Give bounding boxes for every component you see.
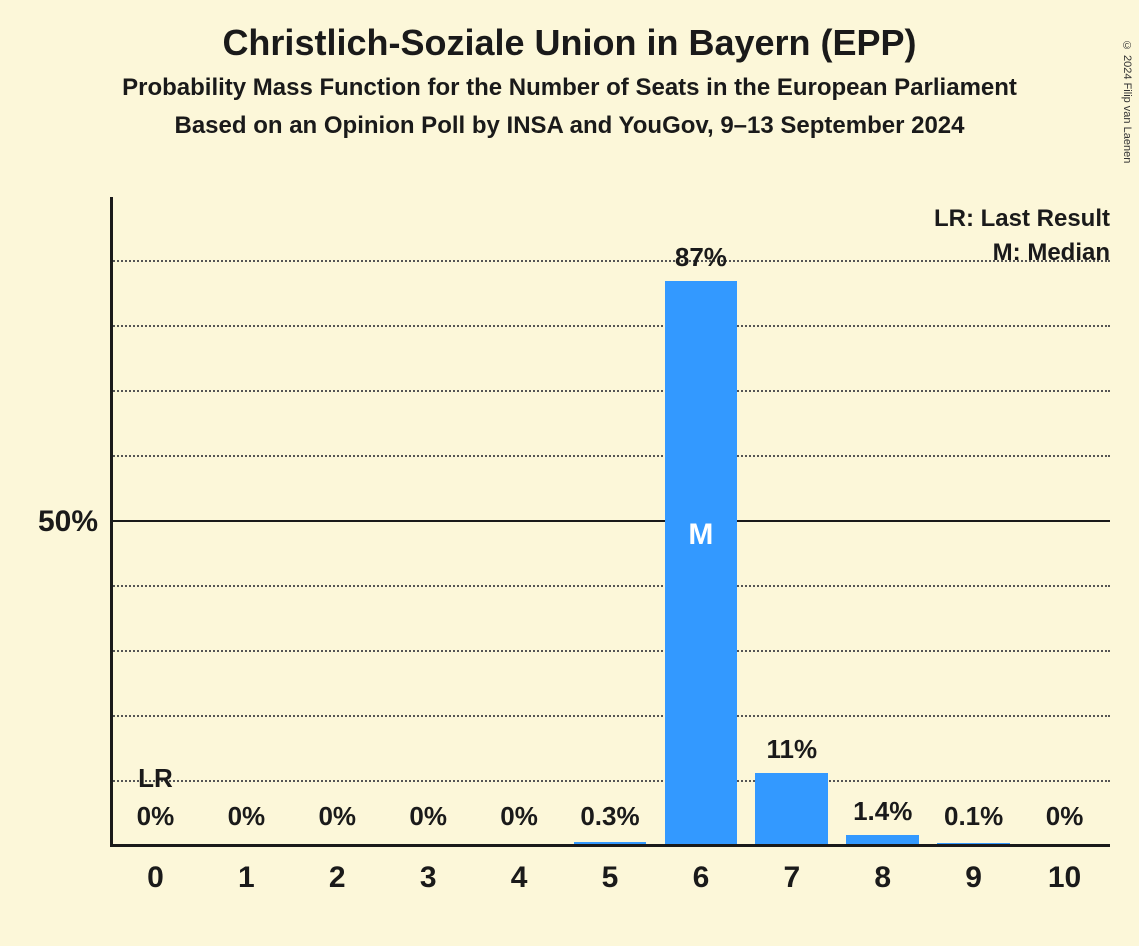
bar (937, 843, 1010, 844)
x-tick-label: 4 (474, 861, 565, 895)
bar (574, 842, 647, 844)
bar (755, 773, 828, 844)
x-axis (110, 844, 1110, 847)
bar-slot: 87% M (655, 197, 746, 844)
bar-slot: 0% (474, 197, 565, 844)
bar-slot: 0% LR (110, 197, 201, 844)
bar-value-label: 11% (746, 734, 837, 765)
bar-slot: 0% (383, 197, 474, 844)
median-marker: M (655, 518, 746, 552)
y-tick-label: 50% (38, 505, 98, 539)
x-tick-label: 1 (201, 861, 292, 895)
lr-marker: LR (110, 763, 201, 794)
x-tick-label: 10 (1019, 861, 1110, 895)
x-tick-label: 7 (746, 861, 837, 895)
bar-value-label: 0.1% (928, 801, 1019, 832)
bar-slot: 1.4% (837, 197, 928, 844)
bar-slot: 11% (746, 197, 837, 844)
bar-container: 0%LR0%0%0%0%0.3%87%M11%1.4%0.1%0% (110, 197, 1110, 844)
bar-slot: 0% (292, 197, 383, 844)
x-tick-label: 9 (928, 861, 1019, 895)
x-tick-label: 3 (383, 861, 474, 895)
bar-value-label: 0% (1019, 801, 1110, 832)
bar-slot: 0.1% (928, 197, 1019, 844)
x-tick-label: 6 (655, 861, 746, 895)
x-tick-label: 8 (837, 861, 928, 895)
bar-slot: 0% (1019, 197, 1110, 844)
bar-value-label: 0.3% (565, 801, 656, 832)
bar (846, 835, 919, 844)
bar-slot: 0.3% (565, 197, 656, 844)
chart-plot-area: LR: Last Result M: Median 50% 0%LR0%0%0%… (110, 197, 1110, 847)
bar-slot: 0% (201, 197, 292, 844)
chart-subtitle-2: Based on an Opinion Poll by INSA and You… (0, 112, 1139, 140)
x-tick-label: 2 (292, 861, 383, 895)
bar-value-label: 0% (383, 801, 474, 832)
bar (665, 281, 738, 844)
bar-value-label: 87% (655, 242, 746, 273)
copyright-text: © 2024 Filip van Laenen (1121, 40, 1133, 163)
bar-value-label: 0% (292, 801, 383, 832)
bar-value-label: 0% (201, 801, 292, 832)
bar-value-label: 1.4% (837, 796, 928, 827)
bar-value-label: 0% (110, 801, 201, 832)
bar-value-label: 0% (474, 801, 565, 832)
x-tick-label: 0 (110, 861, 201, 895)
x-tick-label: 5 (565, 861, 656, 895)
chart-title: Christlich-Soziale Union in Bayern (EPP) (0, 22, 1139, 64)
chart-subtitle-1: Probability Mass Function for the Number… (0, 74, 1139, 102)
